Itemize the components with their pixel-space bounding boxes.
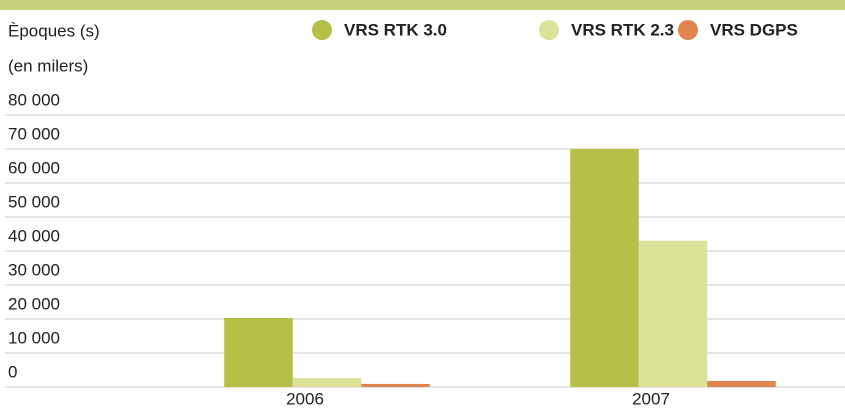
y-tick-label: 60 000 (8, 158, 60, 177)
legend-label: VRS DGPS (710, 20, 798, 39)
legend-marker (312, 20, 332, 40)
y-tick-label: 30 000 (8, 260, 60, 279)
legend-label: VRS RTK 2.3 (571, 20, 674, 39)
bar (707, 380, 776, 387)
y-axis-label: Èpoques (s) (8, 21, 100, 40)
legend-marker (678, 20, 698, 40)
y-tick-label: 70 000 (8, 124, 60, 143)
y-tick-label: 20 000 (8, 294, 60, 313)
y-tick-label: 50 000 (8, 192, 60, 211)
y-axis-unit: (en milers) (8, 56, 88, 75)
legend-marker (539, 20, 559, 40)
x-tick-label: 2006 (286, 389, 324, 408)
x-tick-label: 2007 (632, 389, 670, 408)
y-tick-label: 0 (8, 362, 17, 381)
y-tick-label: 10 000 (8, 328, 60, 347)
bar (570, 149, 639, 387)
y-tick-label: 40 000 (8, 226, 60, 245)
y-tick-label: 80 000 (8, 90, 60, 109)
bar (224, 317, 293, 387)
legend-label: VRS RTK 3.0 (344, 20, 447, 39)
bar (361, 383, 430, 387)
bar (292, 378, 362, 387)
top-strip (0, 0, 845, 10)
bar (638, 240, 708, 387)
